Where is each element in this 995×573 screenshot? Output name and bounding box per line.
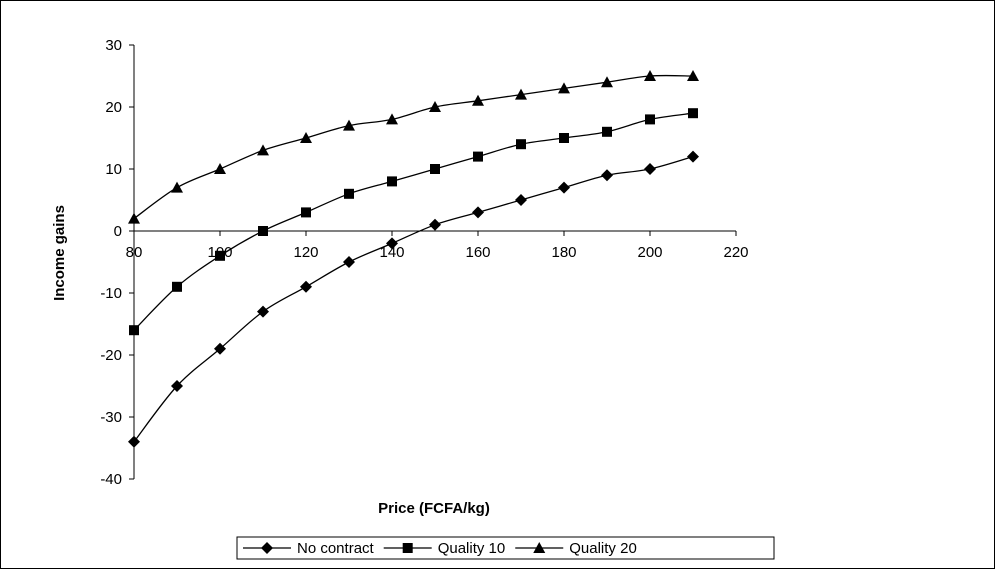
series-line xyxy=(133,155,694,443)
series-layer xyxy=(128,70,699,448)
data-point xyxy=(602,126,612,137)
x-tick-label: 80 xyxy=(126,244,143,261)
y-axis-title: Income gains xyxy=(51,205,68,301)
data-point xyxy=(516,139,526,150)
data-point xyxy=(687,150,699,163)
data-point xyxy=(687,70,699,81)
series-quality-20 xyxy=(128,70,699,224)
data-point xyxy=(559,133,569,143)
data-point xyxy=(601,169,613,182)
legend-label: Quality 20 xyxy=(569,540,637,557)
data-point xyxy=(386,113,398,125)
data-point xyxy=(129,325,139,336)
legend-label: No contract xyxy=(297,540,375,557)
legend-item: Quality 10 xyxy=(383,540,506,557)
data-point xyxy=(558,181,570,194)
data-point xyxy=(558,82,570,94)
legend-item: Quality 20 xyxy=(515,540,637,557)
data-point xyxy=(515,194,527,206)
x-tick-label: 220 xyxy=(723,244,748,261)
data-point xyxy=(688,108,698,119)
data-point xyxy=(386,237,398,250)
x-tick-label: 200 xyxy=(637,244,662,261)
data-point xyxy=(258,226,268,236)
data-point xyxy=(171,181,183,193)
x-tick-label: 120 xyxy=(293,244,318,261)
x-tick-label: 140 xyxy=(379,244,404,261)
data-point xyxy=(301,207,311,218)
data-point xyxy=(214,163,226,174)
series-quality-10 xyxy=(129,108,698,336)
y-tick-label: 0 xyxy=(114,223,122,240)
legend-marker xyxy=(261,542,273,554)
y-tick-label: -20 xyxy=(100,347,122,364)
y-tick-label: -10 xyxy=(100,285,122,302)
data-point xyxy=(472,94,484,106)
legend-marker xyxy=(402,543,413,553)
data-point xyxy=(473,151,483,162)
data-point xyxy=(344,188,354,199)
data-point xyxy=(644,163,656,175)
data-point xyxy=(128,435,140,448)
data-point xyxy=(300,280,312,293)
data-point xyxy=(128,212,140,224)
series-no-contract xyxy=(128,150,699,448)
data-point xyxy=(343,119,355,131)
series-line xyxy=(133,74,694,220)
data-point xyxy=(601,76,613,88)
legend: No contract Quality 10 Quality 20 xyxy=(236,536,775,560)
x-tick-label: 160 xyxy=(465,244,490,261)
data-point xyxy=(387,176,397,187)
data-point xyxy=(215,250,225,261)
legend-label: Quality 10 xyxy=(438,540,506,557)
data-point xyxy=(257,144,269,156)
y-tick-label: 10 xyxy=(105,161,122,178)
data-point xyxy=(645,114,655,125)
series-line xyxy=(133,112,694,331)
data-point xyxy=(430,164,440,174)
data-point xyxy=(472,206,484,219)
legend-marker xyxy=(533,542,546,553)
data-point xyxy=(429,101,441,112)
y-tick-label: 20 xyxy=(105,99,122,116)
data-point xyxy=(644,70,656,81)
y-tick-label: -30 xyxy=(100,409,122,426)
data-point xyxy=(300,132,312,143)
data-point xyxy=(343,256,355,268)
legend-item: No contract xyxy=(243,540,375,557)
data-point xyxy=(429,218,441,231)
y-axis: -40 -30 -20 -10 0 10 20 30 xyxy=(100,37,135,488)
x-tick-label: 180 xyxy=(551,244,576,261)
data-point xyxy=(172,281,182,292)
y-tick-label: 30 xyxy=(105,37,122,54)
data-point xyxy=(515,88,527,100)
legend-box xyxy=(236,536,775,560)
data-point xyxy=(214,342,226,355)
data-point xyxy=(171,380,183,392)
x-axis-title: Price (FCFA/kg) xyxy=(378,500,490,517)
y-tick-label: -40 xyxy=(100,471,122,488)
data-point xyxy=(257,305,269,318)
